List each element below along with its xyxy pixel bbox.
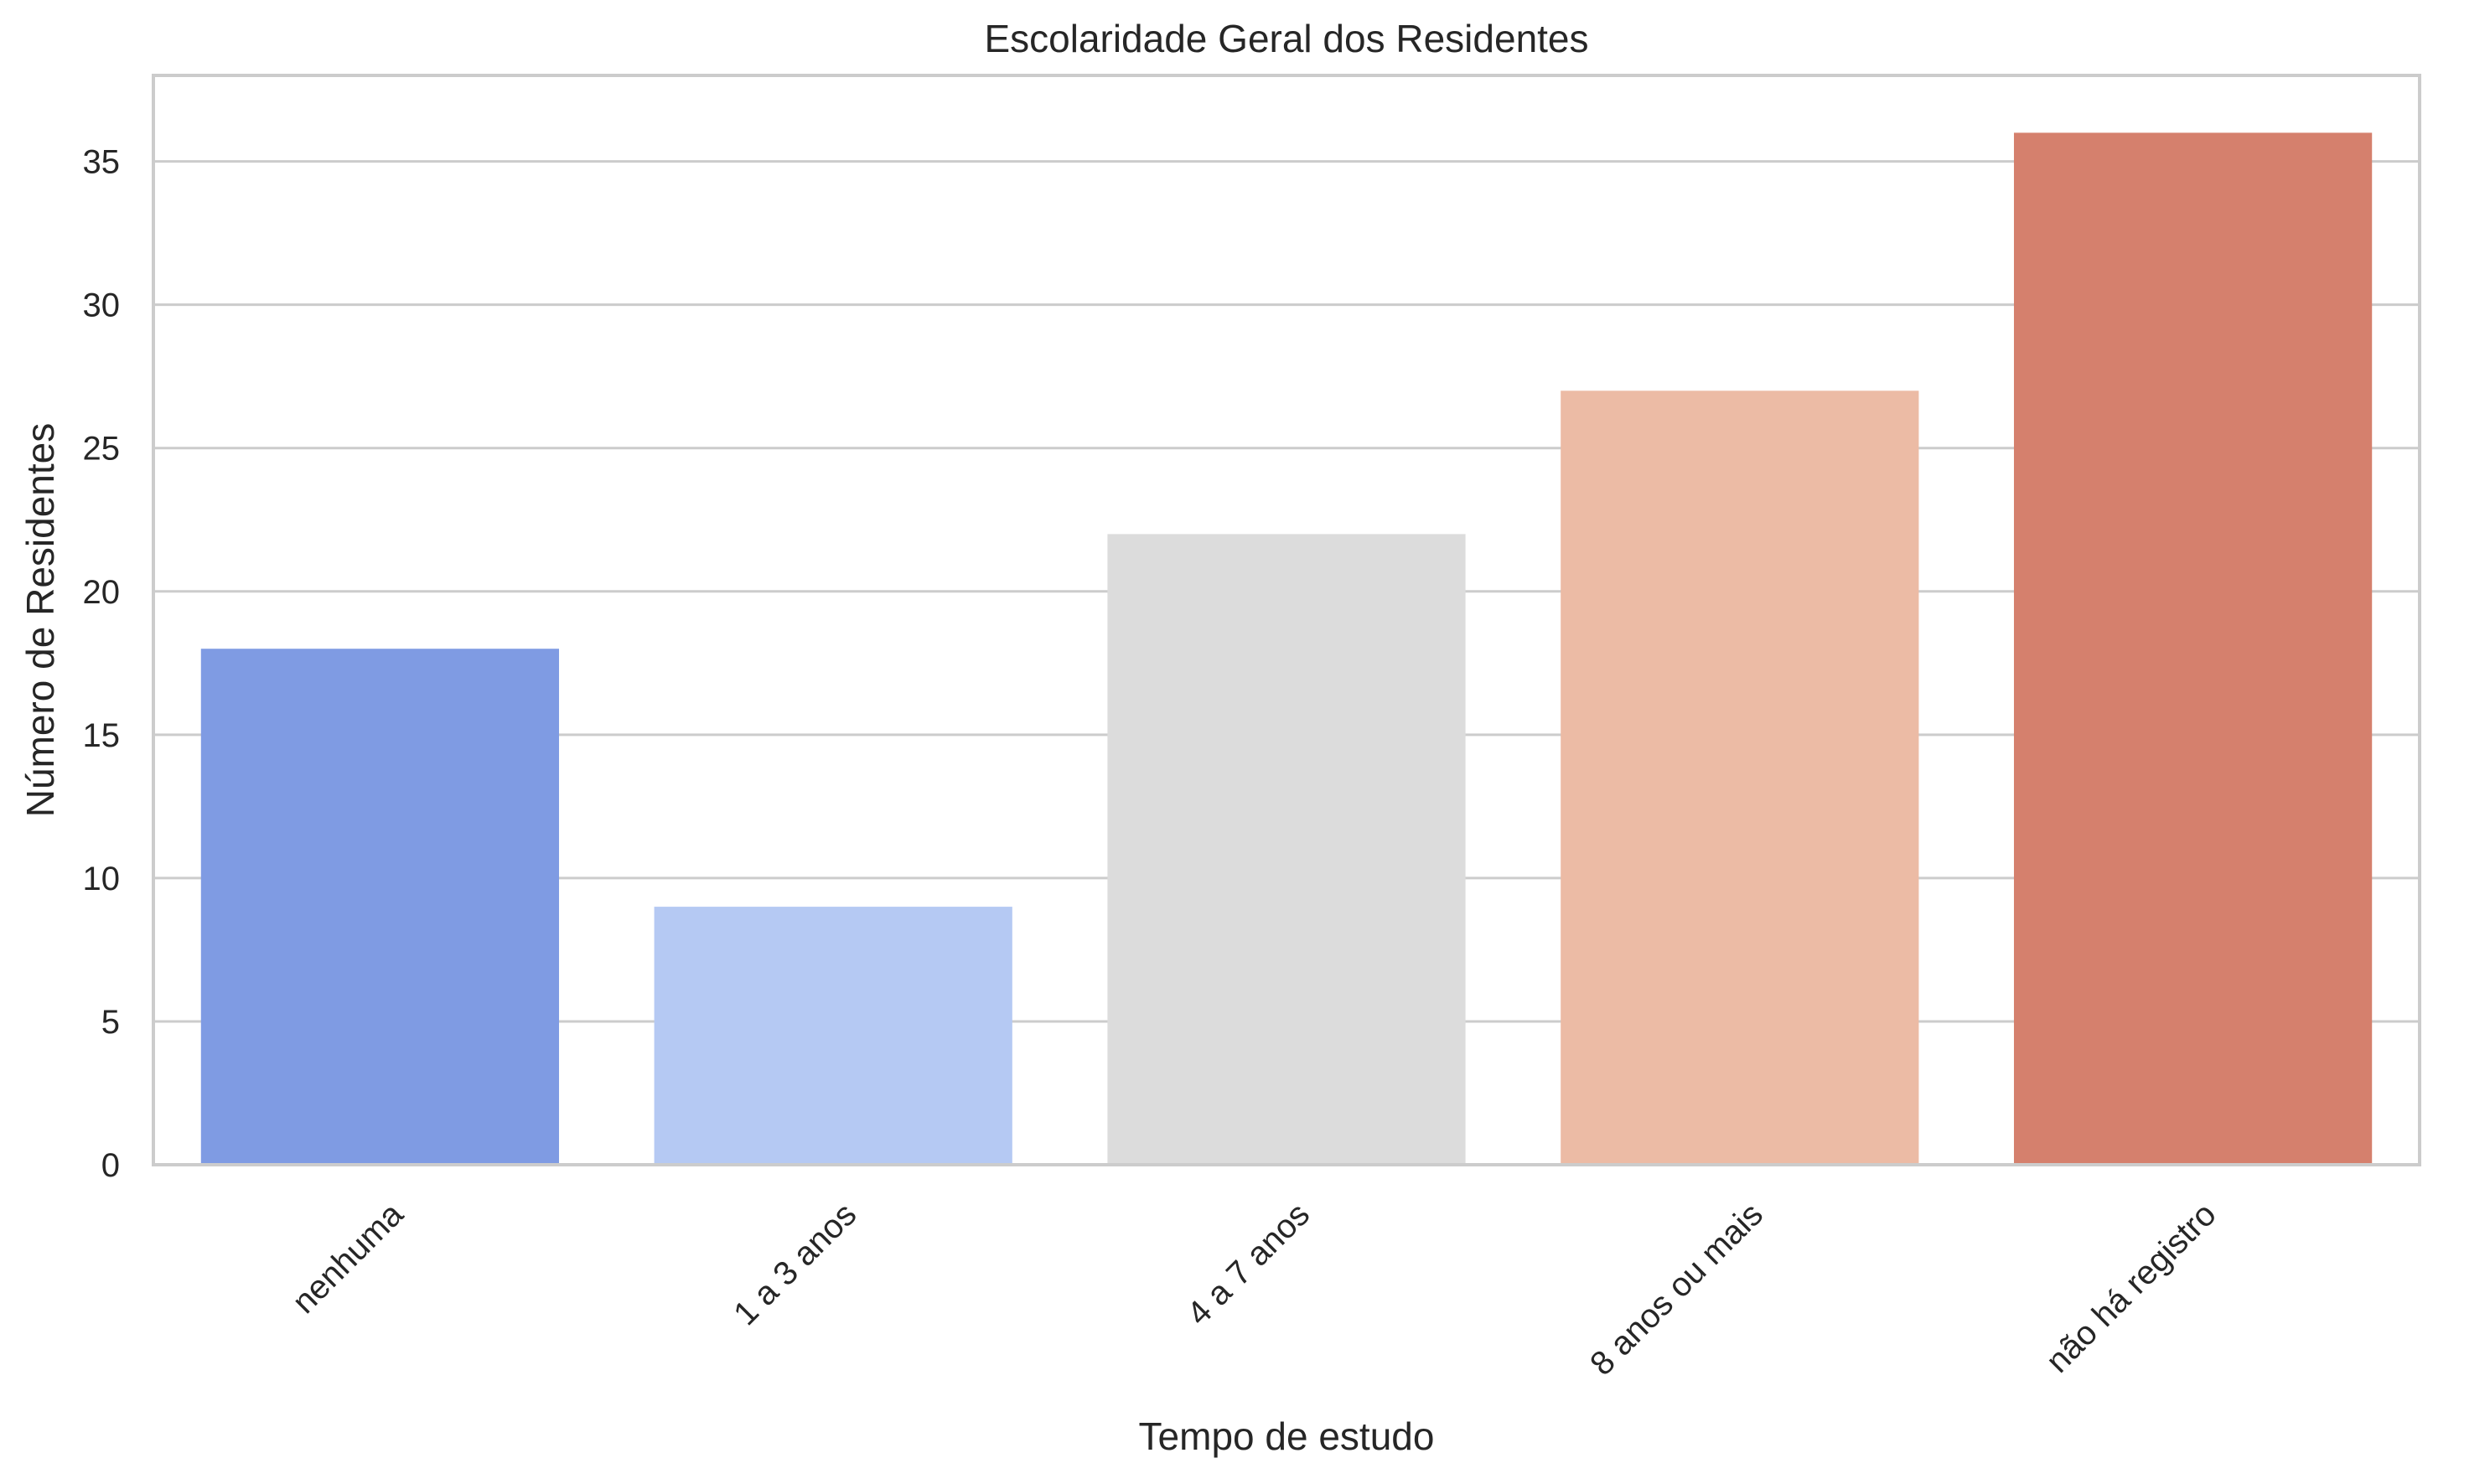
- bar: [654, 907, 1012, 1165]
- x-tick-label: nenhuma: [286, 1196, 412, 1321]
- x-tick-label: 4 a 7 anos: [1180, 1196, 1317, 1332]
- y-tick-label: 5: [101, 1004, 120, 1041]
- y-tick-label: 20: [83, 574, 121, 611]
- y-tick-label: 25: [83, 431, 121, 468]
- bar: [200, 649, 560, 1165]
- y-tick-label: 35: [83, 144, 121, 181]
- bar: [2013, 132, 2373, 1166]
- x-tick-labels: nenhuma 1 a 3 anos 4 a 7 anos 8 anos ou mai…: [286, 1196, 2223, 1383]
- bars: [200, 132, 2373, 1166]
- x-axis-title: Tempo de estudo: [1139, 1414, 1435, 1458]
- y-tick-label: 10: [83, 861, 121, 897]
- bar: [1107, 534, 1466, 1165]
- bar: [1561, 390, 1919, 1165]
- chart-title: Escolaridade Geral dos Residentes: [984, 17, 1588, 60]
- plot-frame: [152, 74, 2421, 1166]
- y-tick-labels: 0 5 10 15 20 25 30 35: [83, 144, 121, 1184]
- y-tick-label: 15: [83, 717, 121, 754]
- x-tick-label: 8 anos ou mais: [1583, 1196, 1770, 1383]
- y-axis-title: Número de Residentes: [18, 423, 62, 817]
- x-tick-label: 1 a 3 anos: [727, 1196, 863, 1332]
- x-tick-label: não há registro: [2039, 1196, 2223, 1380]
- y-tick-label: 0: [101, 1147, 120, 1184]
- y-tick-label: 30: [83, 287, 121, 324]
